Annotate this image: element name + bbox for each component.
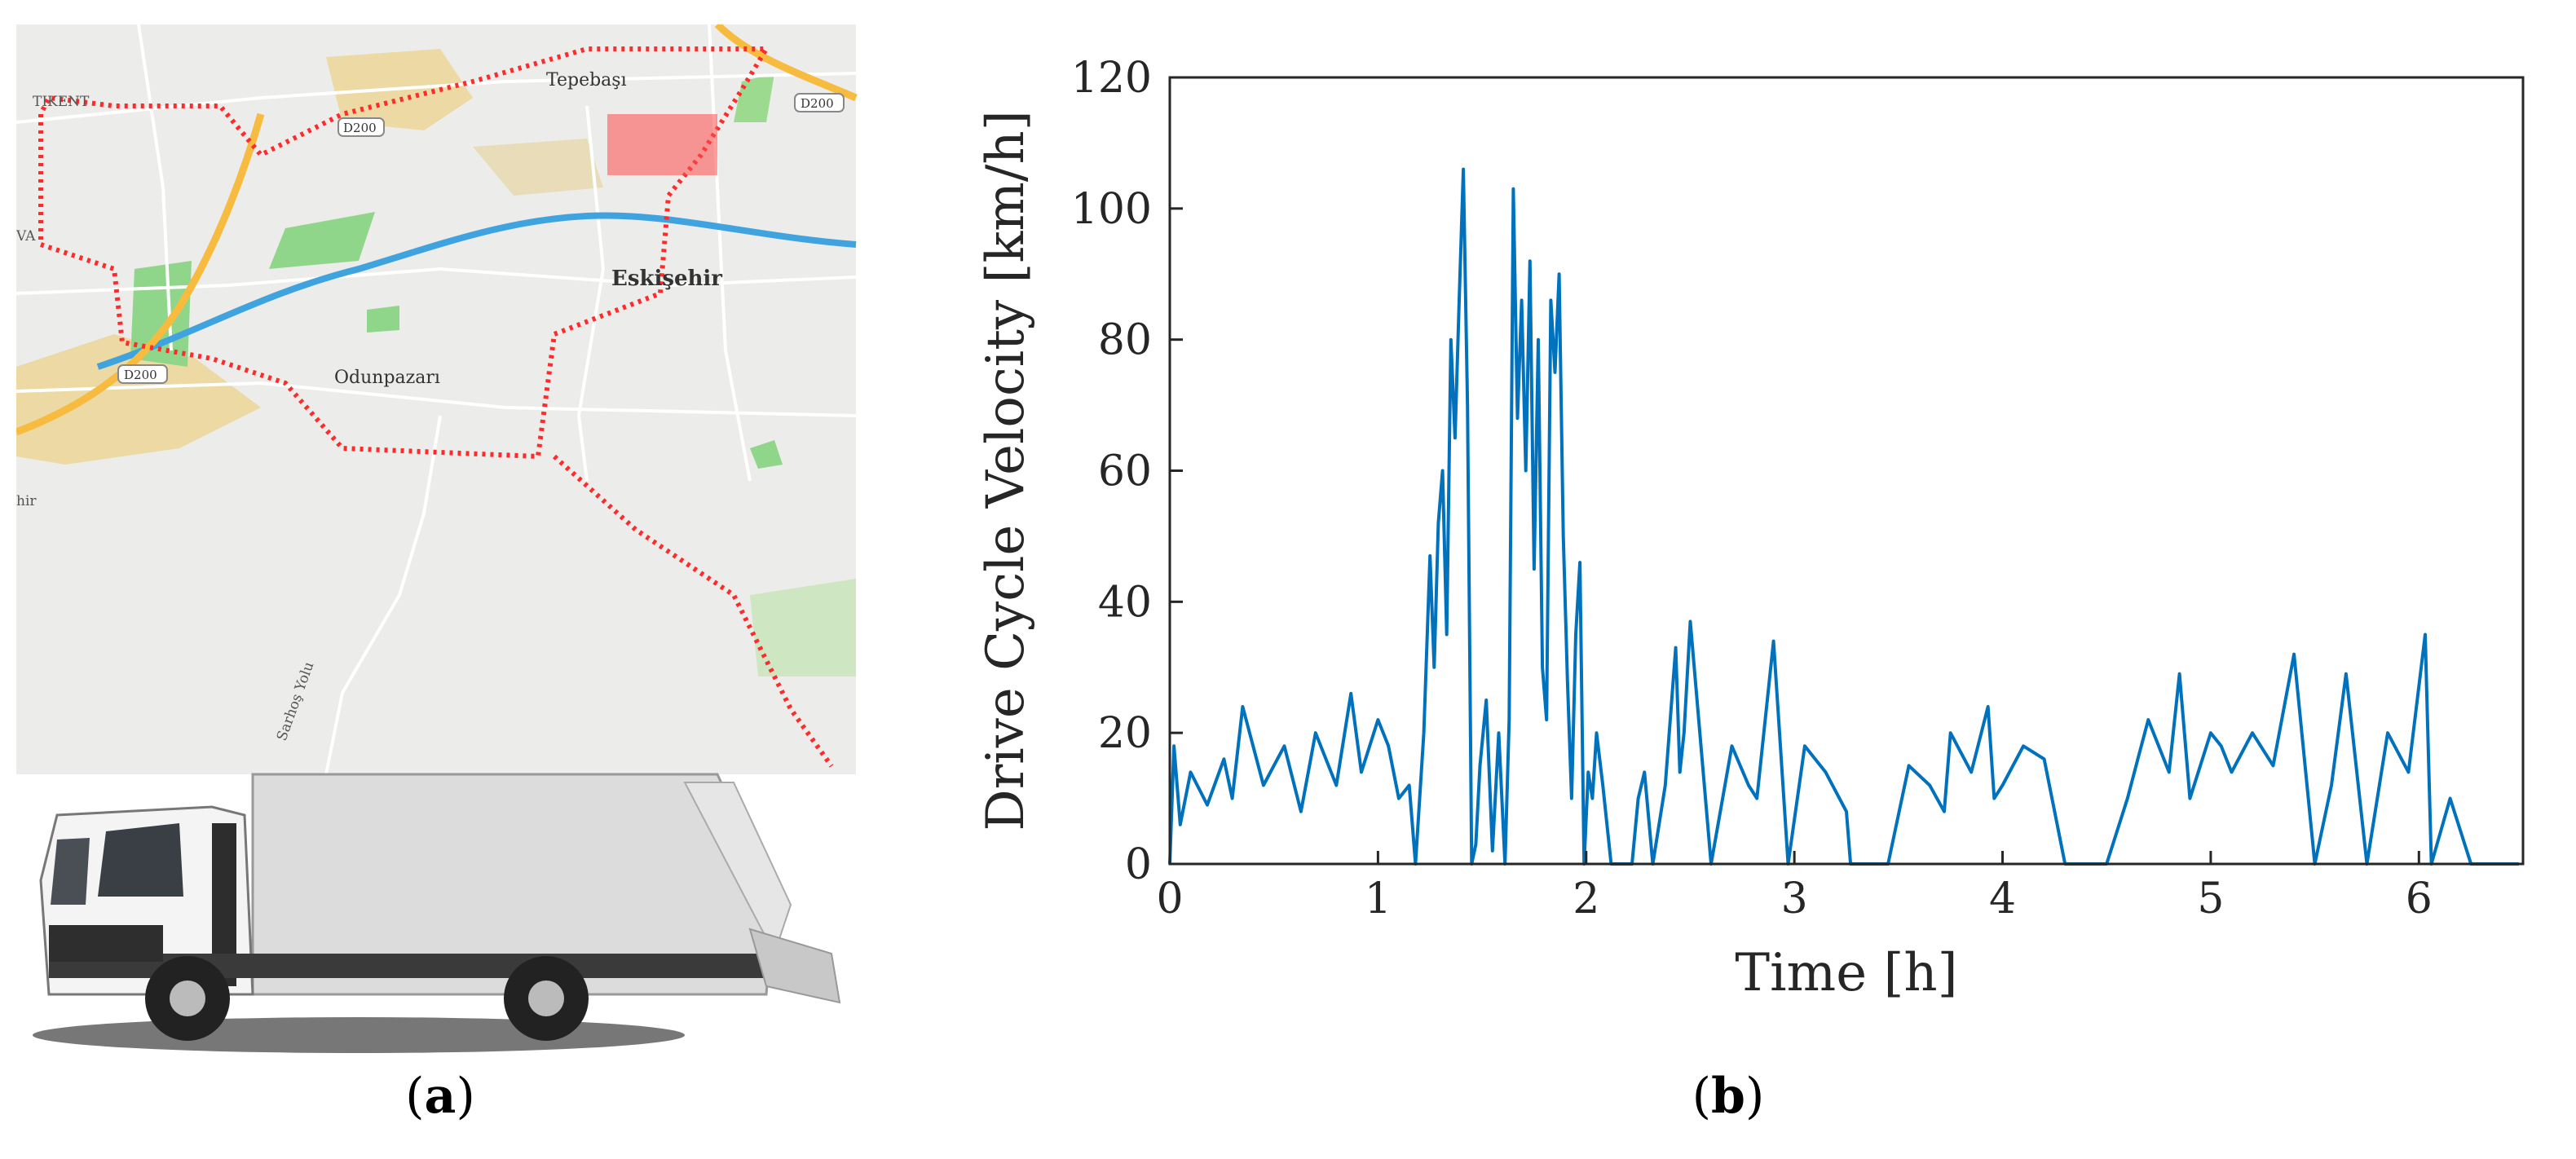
- y-tick-label: 100: [1071, 185, 1152, 234]
- y-tick-label: 120: [1071, 54, 1152, 103]
- x-axis-label: Time [h]: [1735, 943, 1957, 1003]
- panel-a: Tepebaşı Eskişehir Odunpazarı TIKENT Sar…: [0, 0, 880, 1159]
- park-area: [750, 440, 783, 469]
- caption-b-letter: b: [1711, 1068, 1745, 1125]
- y-axis-label: Drive Cycle Velocity [km/h]: [976, 110, 1036, 831]
- park-area: [750, 579, 856, 676]
- residential-area: [473, 139, 603, 196]
- y-axis-ticks: 0 20 40 60 80 100 120: [1071, 54, 1183, 889]
- map-label-hir: hir: [16, 493, 37, 509]
- caption-a: (a): [405, 1068, 475, 1125]
- park-area: [367, 306, 399, 333]
- highway: [16, 24, 858, 436]
- x-tick-label: 1: [1365, 875, 1392, 923]
- velocity-series-line: [1168, 167, 2519, 866]
- caption-a-letter: a: [424, 1068, 457, 1125]
- y-tick-label: 40: [1098, 578, 1152, 627]
- panel-b: 0 1 2 3 4 5 6 0 20 40 60 80 100 120 Time [h] Drive C…: [880, 0, 2576, 1159]
- y-tick-label: 80: [1098, 316, 1152, 365]
- y-tick-label: 20: [1098, 709, 1152, 758]
- route-dense-area: [607, 114, 717, 175]
- road-badge: D200: [117, 364, 168, 384]
- x-tick-label: 4: [1989, 875, 2016, 923]
- x-tick-label: 2: [1573, 875, 1599, 923]
- svg-text:D200: D200: [801, 96, 834, 111]
- plot-frame: [1168, 76, 2525, 866]
- map-label-va: VA: [16, 228, 36, 245]
- x-tick-label: 3: [1781, 875, 1808, 923]
- plot-area: [1168, 167, 2519, 866]
- map-label-odunpazari: Odunpazarı: [334, 368, 440, 388]
- streets: [16, 24, 857, 775]
- caption-b: (b): [1692, 1068, 1765, 1125]
- river: [96, 212, 857, 370]
- x-tick-label: 5: [2197, 875, 2224, 923]
- y-tick-label: 0: [1125, 840, 1152, 889]
- x-axis-ticks: 0 1 2 3 4 5 6: [1156, 851, 2433, 923]
- map-label-eskisehir: Eskişehir: [611, 267, 722, 291]
- map-label-tikent: TIKENT: [33, 94, 90, 110]
- x-tick-label: 0: [1156, 875, 1183, 923]
- garbage-truck-icon: [33, 773, 841, 1053]
- road-badge: D200: [794, 93, 845, 112]
- residential-area: [16, 334, 261, 465]
- park-area: [269, 212, 375, 269]
- y-tick-label: 60: [1098, 447, 1152, 496]
- road-badge: D200: [337, 117, 385, 137]
- map-label-tepebasi: Tepebaşı: [546, 70, 627, 90]
- svg-text:D200: D200: [124, 368, 157, 382]
- svg-text:D200: D200: [343, 121, 377, 135]
- x-tick-label: 6: [2406, 875, 2433, 923]
- route-map: Tepebaşı Eskişehir Odunpazarı TIKENT Sar…: [16, 24, 858, 775]
- velocity-chart: 0 1 2 3 4 5 6 0 20 40 60 80 100 120 Time [h] Drive C…: [976, 54, 2525, 1003]
